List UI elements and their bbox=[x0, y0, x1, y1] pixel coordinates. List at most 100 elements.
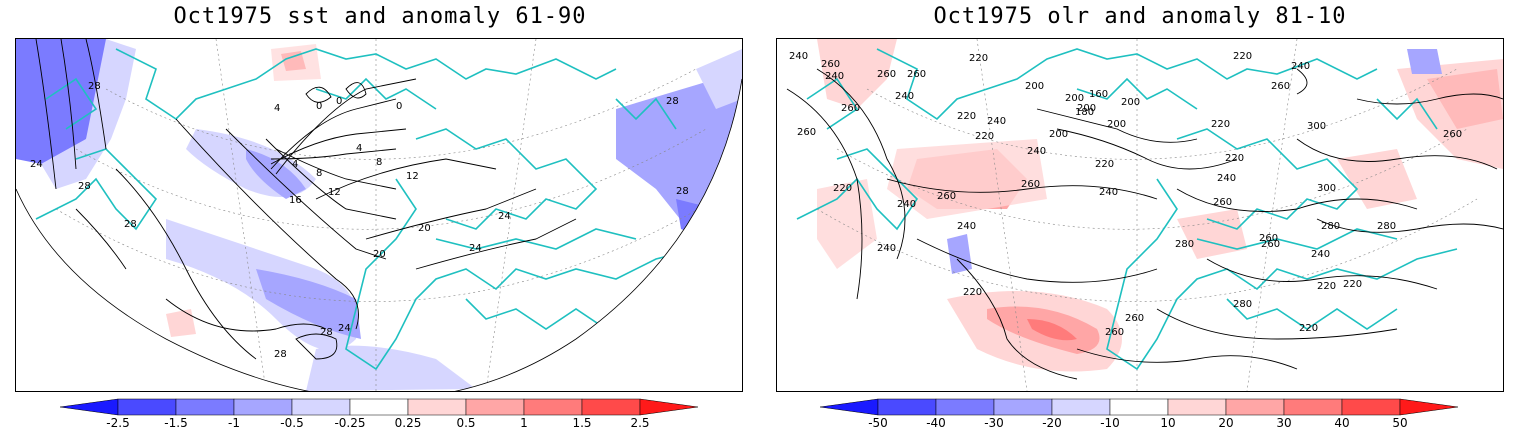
sst-panel: Oct1975 sst and anomaly 61-90 bbox=[15, 4, 743, 430]
colorbar-bin bbox=[349, 398, 409, 416]
colorbar-bin bbox=[877, 398, 937, 416]
contour-label: 260 bbox=[821, 59, 840, 70]
olr-colorbar-labels: -50 -40 -30 -20 -10 10 20 30 40 50 bbox=[820, 416, 1460, 430]
contour-label: 280 bbox=[1233, 299, 1252, 310]
colorbar-label: 40 bbox=[1334, 416, 1350, 430]
olr-anom-pink-northeast2 bbox=[1427, 69, 1503, 129]
sst-anom-pink-north bbox=[271, 44, 321, 81]
colorbar-bin bbox=[935, 398, 995, 416]
olr-contours bbox=[786, 68, 1503, 380]
contour-label: 240 bbox=[1027, 146, 1046, 157]
colorbar-label: -1 bbox=[228, 416, 240, 430]
sst-anom-lightblue-east bbox=[696, 49, 742, 109]
contour-label: 200 bbox=[1121, 97, 1140, 108]
contour-label: 220 bbox=[969, 53, 988, 64]
contour-label: 240 bbox=[987, 116, 1006, 127]
contour-label: 220 bbox=[957, 111, 976, 122]
colorbar-bin bbox=[465, 398, 525, 416]
olr-map: 240 260 240 260 260 260 240 220 200 220 … bbox=[776, 38, 1504, 392]
contour-label: 220 bbox=[1211, 119, 1230, 130]
contour-label: 200 bbox=[1077, 103, 1096, 114]
olr-colorbar bbox=[820, 398, 1459, 416]
sst-colorbar-labels: -2.5 -1.5 -1 -0.5 -0.25 0.25 0.5 1 1.5 2… bbox=[60, 416, 700, 430]
olr-anom-pink-east2 bbox=[1337, 149, 1417, 209]
contour-label: 260 bbox=[1443, 129, 1462, 140]
contour-label: 260 bbox=[877, 69, 896, 80]
contour-label: 240 bbox=[895, 91, 914, 102]
contour-label: 280 bbox=[1321, 221, 1340, 232]
colorbar-bin bbox=[639, 398, 699, 416]
colorbar-label: -1.5 bbox=[164, 416, 188, 430]
colorbar-bin bbox=[407, 398, 467, 416]
contour-label: 0 bbox=[396, 101, 402, 112]
contour-label: 24 bbox=[498, 211, 511, 222]
contour-label: 260 bbox=[1271, 81, 1290, 92]
contour-label: 0 bbox=[336, 96, 342, 107]
colorbar-bin bbox=[117, 398, 177, 416]
sst-contour-labels: 28 24 28 28 4 0 0 0 4 8 4 8 12 12 16 20 bbox=[30, 81, 689, 360]
contour-label: 4 bbox=[356, 143, 362, 154]
contour-label: 240 bbox=[957, 221, 976, 232]
contour-label: 260 bbox=[1105, 327, 1124, 338]
contour-label: 240 bbox=[877, 243, 896, 254]
sst-map: 28 24 28 28 4 0 0 0 4 8 4 8 12 12 16 20 bbox=[15, 38, 743, 392]
colorbar-bin bbox=[1051, 398, 1111, 416]
olr-coastlines bbox=[796, 48, 1458, 371]
sst-title: Oct1975 sst and anomaly 61-90 bbox=[173, 4, 587, 29]
contour-label: 0 bbox=[316, 101, 322, 112]
contour-label: 260 bbox=[1261, 239, 1280, 250]
colorbar-bin bbox=[581, 398, 641, 416]
contour-label: 28 bbox=[676, 186, 689, 197]
contour-label: 24 bbox=[338, 323, 351, 334]
contour-label: 300 bbox=[1307, 121, 1326, 132]
contour-label: 28 bbox=[320, 327, 333, 338]
contour-label: 200 bbox=[1107, 119, 1126, 130]
sst-contours bbox=[35, 39, 577, 360]
colorbar-bin bbox=[175, 398, 235, 416]
colorbar-label: -0.5 bbox=[280, 416, 304, 430]
contour-label: 280 bbox=[1175, 239, 1194, 250]
colorbar-label: 50 bbox=[1392, 416, 1408, 430]
colorbar-bin bbox=[523, 398, 583, 416]
sst-anom-lightblue-south bbox=[306, 345, 476, 391]
contour-label: 20 bbox=[418, 223, 431, 234]
colorbar-label: 0.25 bbox=[394, 416, 422, 430]
colorbar-label: 30 bbox=[1276, 416, 1292, 430]
colorbar-label: 0.5 bbox=[456, 416, 476, 430]
colorbar-bin bbox=[291, 398, 351, 416]
contour-label: 260 bbox=[797, 127, 816, 138]
olr-title: Oct1975 olr and anomaly 81-10 bbox=[933, 4, 1347, 29]
colorbar-bin bbox=[1225, 398, 1285, 416]
olr-anom-pink-north bbox=[817, 39, 897, 109]
colorbar-bin bbox=[60, 398, 119, 416]
sst-map-svg: 28 24 28 28 4 0 0 0 4 8 4 8 12 12 16 20 bbox=[16, 39, 742, 391]
colorbar-label: -0.25 bbox=[334, 416, 366, 430]
colorbar-label: -20 bbox=[1042, 416, 1062, 430]
contour-label: 200 bbox=[1025, 81, 1044, 92]
colorbar-label: -2.5 bbox=[106, 416, 130, 430]
contour-label: 12 bbox=[406, 171, 419, 182]
contour-label: 8 bbox=[376, 157, 382, 168]
contour-label: 240 bbox=[1099, 187, 1118, 198]
colorbar-bin bbox=[1341, 398, 1401, 416]
colorbar-bin bbox=[1399, 398, 1459, 416]
contour-label: 220 bbox=[1233, 51, 1252, 62]
contour-label: 300 bbox=[1317, 183, 1336, 194]
contour-label: 24 bbox=[30, 159, 43, 170]
contour-label: 220 bbox=[975, 131, 994, 142]
contour-label: 260 bbox=[1213, 197, 1232, 208]
contour-label: 180 bbox=[1075, 107, 1094, 118]
olr-anom-blue-north bbox=[1407, 49, 1442, 74]
contour-label: 240 bbox=[897, 199, 916, 210]
contour-label: 220 bbox=[1317, 281, 1336, 292]
contour-label: 220 bbox=[1225, 153, 1244, 164]
contour-label: 4 bbox=[274, 103, 280, 114]
contour-label: 260 bbox=[937, 191, 956, 202]
contour-label: 260 bbox=[841, 103, 860, 114]
contour-label: 240 bbox=[1217, 173, 1236, 184]
contour-label: 220 bbox=[963, 287, 982, 298]
contour-label: 28 bbox=[78, 181, 91, 192]
olr-contour-labels: 240 260 240 260 260 260 240 220 200 220 … bbox=[789, 51, 1462, 338]
olr-anom-blue-west bbox=[947, 234, 972, 274]
colorbar-label: -50 bbox=[868, 416, 888, 430]
